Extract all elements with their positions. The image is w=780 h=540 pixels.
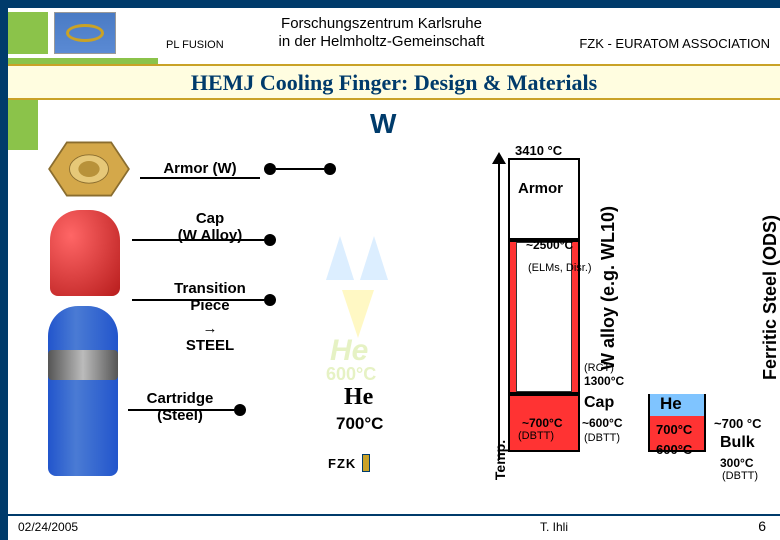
border-top xyxy=(0,0,780,8)
cap-shape xyxy=(50,210,120,296)
cartridge-shape xyxy=(48,306,118,476)
he-600: 600°C xyxy=(326,364,376,385)
green-accent xyxy=(8,12,48,54)
bullet-icon xyxy=(264,234,276,246)
connector xyxy=(132,239,264,241)
green-tab xyxy=(8,100,38,150)
trans-line1: Transition xyxy=(160,280,260,297)
ferritic-vlabel: Ferritic Steel (ODS) xyxy=(760,215,780,380)
arrow-icon: → xyxy=(203,320,218,337)
cap-line1: Cap xyxy=(160,210,260,227)
steel-label: → STEEL xyxy=(165,320,255,354)
dbtt-2: (DBTT) xyxy=(584,432,620,444)
footer-page: 6 xyxy=(758,518,766,534)
temp-axis-label: Temp. xyxy=(492,440,508,480)
bullet-icon xyxy=(264,294,276,306)
walloy-vlabel: W alloy (e.g. WL10) xyxy=(598,206,619,370)
footer-date: 02/24/2005 xyxy=(18,520,78,534)
association-label: FZK - EURATOM ASSOCIATION xyxy=(579,36,770,51)
connector xyxy=(132,299,264,301)
temp-1300: 1300°C xyxy=(584,374,624,388)
temp-600b: 600°C xyxy=(656,442,692,457)
border-left xyxy=(0,0,8,540)
temp-700b: 700°C xyxy=(656,422,692,437)
fzk-bar-icon xyxy=(362,454,370,472)
temp-700a: ~700°C xyxy=(522,416,563,430)
he-700: 700°C xyxy=(336,414,383,434)
center-line1: Forschungszentrum Karlsruhe xyxy=(184,15,580,33)
bullet-icon xyxy=(264,163,276,175)
w-header: W xyxy=(370,108,396,140)
logo xyxy=(54,12,116,54)
fzk-mini-logo: FZK xyxy=(328,456,356,471)
he-faded: He xyxy=(330,334,368,368)
elms-label: (ELMs, Disr.) xyxy=(528,262,592,274)
temp-3410: 3410 °C xyxy=(515,143,562,158)
ring-icon xyxy=(66,24,104,42)
temp-600a: ~600°C xyxy=(582,416,623,430)
temp-2500: ~2500°C xyxy=(526,238,573,252)
uparrow-icon xyxy=(326,236,354,280)
bullet-icon xyxy=(234,404,246,416)
connector xyxy=(128,409,234,411)
armor-label: Armor xyxy=(518,180,563,197)
cartridge-label: Cartridge (Steel) xyxy=(130,390,230,424)
bulk-label: Bulk xyxy=(720,434,755,452)
transition-label: Transition Piece xyxy=(160,280,260,314)
temp-700c: ~700 °C xyxy=(714,416,761,431)
dbtt-1: (DBTT) xyxy=(518,430,554,442)
temp-300: 300°C xyxy=(720,456,754,470)
temp-axis-line xyxy=(498,160,500,460)
uparrow-icon xyxy=(360,236,388,280)
footer-author: T. Ihli xyxy=(540,520,568,534)
armor-w-label: Armor (W) xyxy=(140,160,260,179)
cap-line2: (W Alloy) xyxy=(160,227,260,244)
he-center: He xyxy=(344,384,373,411)
dbtt-3: (DBTT) xyxy=(722,470,758,482)
temp-axis-arrow-icon xyxy=(492,152,506,164)
hexnut-shape xyxy=(44,138,134,200)
downarrow-icon xyxy=(342,290,374,338)
cart-line1: Cartridge xyxy=(130,390,230,407)
header: PL FUSION Forschungszentrum Karlsruhe in… xyxy=(8,8,780,58)
cap-word: Cap xyxy=(584,394,614,412)
slide-title: HEMJ Cooling Finger: Design & Materials xyxy=(8,64,780,100)
armor-zone xyxy=(508,158,580,240)
footer-line xyxy=(8,514,780,516)
connector xyxy=(276,168,324,170)
center-line2: in der Helmholtz-Gemeinschaft xyxy=(184,33,580,51)
he-right-label: He xyxy=(660,394,682,414)
center-title: Forschungszentrum Karlsruhe in der Helmh… xyxy=(184,15,580,51)
steel-word: STEEL xyxy=(186,337,234,354)
bullet-icon xyxy=(324,163,336,175)
cartridge-band xyxy=(48,350,118,380)
